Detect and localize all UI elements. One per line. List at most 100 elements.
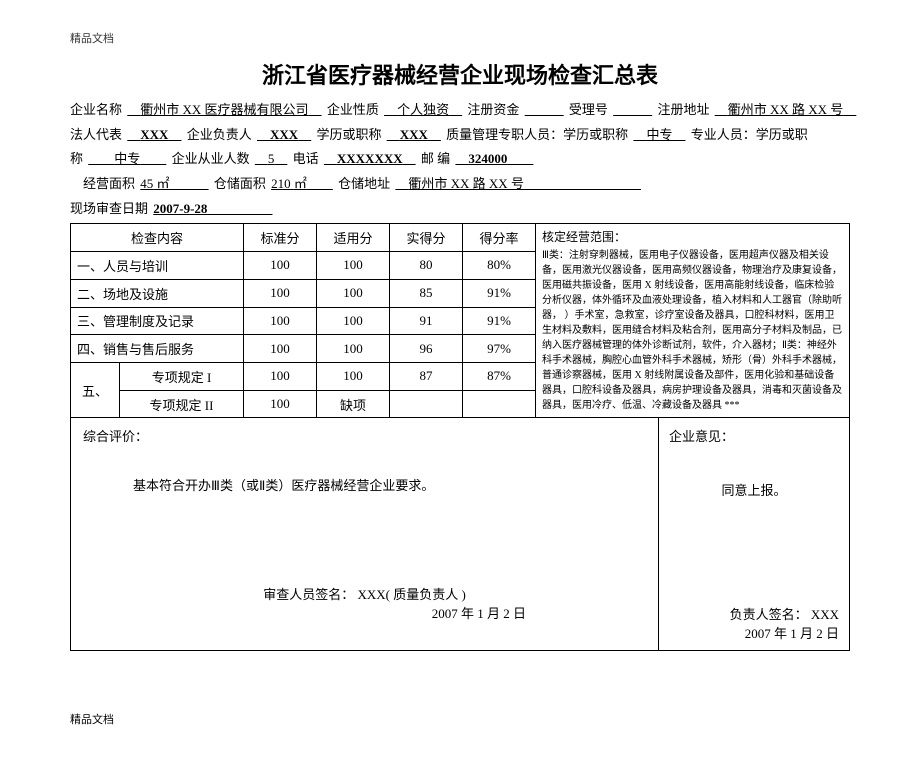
storeaddr-value: 衢州市 XX 路 XX 号 xyxy=(393,176,643,191)
edu-label: 学历或职称 xyxy=(316,127,381,142)
eval-right: 企业意见： 同意上报。 负责人签名： XXX 2007 年 1 月 2 日 xyxy=(658,418,849,650)
cell: 四、销售与售后服务 xyxy=(71,335,244,363)
cell: 缺项 xyxy=(317,390,390,418)
table-row: 三、管理制度及记录 100 100 91 91% xyxy=(71,307,536,335)
storearea-label: 仓储面积 xyxy=(214,176,266,191)
review-date: 2007 年 1 月 2 日 xyxy=(83,603,646,622)
cell: 100 xyxy=(244,335,317,363)
cell: 97% xyxy=(463,335,536,363)
group-cell: 五、 xyxy=(71,362,120,417)
cell: 100 xyxy=(244,307,317,335)
cell: 96 xyxy=(390,335,463,363)
scope-title: 核定经营范围： xyxy=(542,228,843,246)
qm-value: 中专 xyxy=(631,127,687,142)
resp-row: 负责人签名： XXX xyxy=(669,604,839,623)
scope-box: 核定经营范围： Ⅲ类：注射穿刺器械，医用电子仪器设备，医用超声仪器及相关设备，医… xyxy=(536,223,850,418)
post-value: 324000 xyxy=(453,151,535,166)
reviewer-row: 审查人员签名： XXX( 质量负责人 ) xyxy=(83,584,646,603)
table-row: 二、场地及设施 100 100 85 91% xyxy=(71,279,536,307)
table-row: 专项规定 II 100 缺项 xyxy=(71,390,536,418)
regaddr-value: 衢州市 XX 路 XX 号 xyxy=(713,102,859,117)
th-apply: 适用分 xyxy=(317,224,390,252)
cell: 100 xyxy=(244,362,317,390)
cell: 87 xyxy=(390,362,463,390)
nature-value: 个人独资 xyxy=(382,102,464,117)
resp-value: XXX xyxy=(811,607,839,622)
cell: 一、人员与培训 xyxy=(71,252,244,280)
cell: 100 xyxy=(317,335,390,363)
cell: 100 xyxy=(244,390,317,418)
acceptno-value xyxy=(611,102,654,117)
th-content: 检查内容 xyxy=(71,224,244,252)
acceptno-label: 受理号 xyxy=(569,102,608,117)
th-actual: 实得分 xyxy=(390,224,463,252)
cell: 专项规定 II xyxy=(120,390,244,418)
cell: 100 xyxy=(317,362,390,390)
auditdate-label: 现场审查日期 xyxy=(70,201,148,216)
cell: 专项规定 I xyxy=(120,362,244,390)
head-label: 企业负责人 xyxy=(187,127,252,142)
watermark-top: 精品文档 xyxy=(70,30,850,46)
pro-label: 专业人员：学历或职 xyxy=(691,127,808,142)
cell: 100 xyxy=(244,279,317,307)
cell: 二、场地及设施 xyxy=(71,279,244,307)
resp-label: 负责人签名： xyxy=(730,607,808,622)
storearea-value: 210 ㎡ xyxy=(269,176,335,191)
eval-right-title: 企业意见： xyxy=(669,426,839,445)
company-value: 衢州市 XX 医疗器械有限公司 xyxy=(125,102,323,117)
post-label: 邮 编 xyxy=(421,151,450,166)
page-title: 浙江省医疗器械经营企业现场检查汇总表 xyxy=(70,58,850,90)
evaluation-box: 综合评价： 基本符合开办Ⅲ类（或Ⅱ类）医疗器械经营企业要求。 审查人员签名： X… xyxy=(70,418,850,651)
cell xyxy=(463,390,536,418)
qm-label: 质量管理专职人员：学历或职称 xyxy=(446,127,628,142)
score-table: 检查内容 标准分 适用分 实得分 得分率 一、人员与培训 100 100 80 … xyxy=(70,223,536,418)
cell: 三、管理制度及记录 xyxy=(71,307,244,335)
th-std: 标准分 xyxy=(244,224,317,252)
tel-value: XXXXXXX xyxy=(322,151,418,166)
eval-conclusion: 基本符合开办Ⅲ类（或Ⅱ类）医疗器械经营企业要求。 xyxy=(133,475,646,494)
cell xyxy=(390,390,463,418)
table-header-row: 检查内容 标准分 适用分 实得分 得分率 xyxy=(71,224,536,252)
oparea-label: 经营面积 xyxy=(83,176,135,191)
capital-value xyxy=(523,102,566,117)
agree-text: 同意上报。 xyxy=(669,480,839,499)
nature-label: 企业性质 xyxy=(327,102,379,117)
cell: 100 xyxy=(317,307,390,335)
emp-value: 5 xyxy=(253,151,290,166)
capital-label: 注册资金 xyxy=(467,102,519,117)
resp-date: 2007 年 1 月 2 日 xyxy=(669,623,839,642)
storeaddr-label: 仓储地址 xyxy=(338,176,390,191)
tel-label: 电话 xyxy=(293,151,319,166)
watermark-bottom: 精品文档 xyxy=(70,711,850,727)
cell: 87% xyxy=(463,362,536,390)
edu-value: XXX xyxy=(385,127,443,142)
company-label: 企业名称 xyxy=(70,102,122,117)
cell: 100 xyxy=(317,252,390,280)
auditdate-value: 2007-9-28 xyxy=(151,201,274,216)
reviewer-label: 审查人员签名： xyxy=(263,587,354,602)
cell: 100 xyxy=(317,279,390,307)
scope-text: Ⅲ类：注射穿刺器械，医用电子仪器设备，医用超声仪器及相关设备，医用激光仪器设备，… xyxy=(542,248,843,413)
th-rate: 得分率 xyxy=(463,224,536,252)
cell: 91% xyxy=(463,279,536,307)
cell: 100 xyxy=(244,252,317,280)
oparea-value: 45 ㎡ xyxy=(138,176,210,191)
cell: 85 xyxy=(390,279,463,307)
eval-left: 综合评价： 基本符合开办Ⅲ类（或Ⅱ类）医疗器械经营企业要求。 审查人员签名： X… xyxy=(71,418,658,650)
regaddr-label: 注册地址 xyxy=(657,102,709,117)
table-row: 一、人员与培训 100 100 80 80% xyxy=(71,252,536,280)
cell: 80 xyxy=(390,252,463,280)
cell: 91 xyxy=(390,307,463,335)
cell: 80% xyxy=(463,252,536,280)
legal-label: 法人代表 xyxy=(70,127,122,142)
info-block: 企业名称 衢州市 XX 医疗器械有限公司 企业性质 个人独资 注册资金 受理号 … xyxy=(70,98,850,221)
reviewer-value: XXX( 质量负责人 ) xyxy=(357,587,465,602)
title2-label: 称 xyxy=(70,151,83,166)
emp-label: 企业从业人数 xyxy=(172,151,250,166)
eval-left-title: 综合评价： xyxy=(83,426,646,445)
cell: 91% xyxy=(463,307,536,335)
head-value: XXX xyxy=(255,127,313,142)
title2-value: 中专 xyxy=(86,151,168,166)
table-row: 四、销售与售后服务 100 100 96 97% xyxy=(71,335,536,363)
table-and-scope: 检查内容 标准分 适用分 实得分 得分率 一、人员与培训 100 100 80 … xyxy=(70,223,850,418)
